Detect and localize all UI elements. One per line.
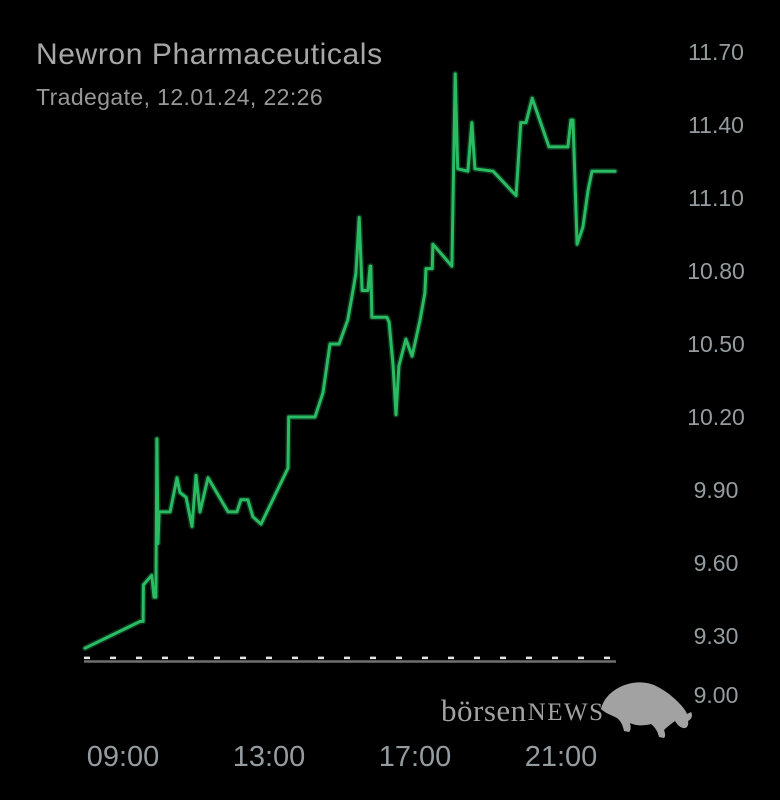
y-axis-label: 10.50 <box>687 331 745 357</box>
y-axis-label: 9.30 <box>694 623 739 649</box>
y-axis-label: 9.00 <box>694 682 739 708</box>
x-axis-label: 13:00 <box>233 741 306 773</box>
y-axis-label: 9.90 <box>694 477 739 503</box>
y-axis-label: 9.60 <box>694 550 739 576</box>
chart-subtitle: Tradegate, 12.01.24, 22:26 <box>36 84 324 110</box>
bull-icon <box>601 682 693 738</box>
price-line-glow <box>82 70 618 652</box>
y-axis-label: 11.40 <box>688 112 744 138</box>
y-axis-label: 11.70 <box>688 39 744 65</box>
y-axis-label: 11.10 <box>688 185 744 211</box>
price-line <box>83 72 617 650</box>
y-axis-label: 10.80 <box>687 258 745 284</box>
x-axis-label: 17:00 <box>379 741 452 773</box>
x-axis-label: 21:00 <box>525 741 598 773</box>
watermark-text-borsen: börsen <box>441 693 527 728</box>
y-axis-label: 10.20 <box>687 404 745 430</box>
watermark-text-news: NEWS <box>527 699 605 726</box>
chart-title: Newron Pharmaceuticals <box>36 38 383 71</box>
borsennews-watermark: börsen NEWS <box>441 682 694 738</box>
x-axis-label: 09:00 <box>87 741 160 773</box>
